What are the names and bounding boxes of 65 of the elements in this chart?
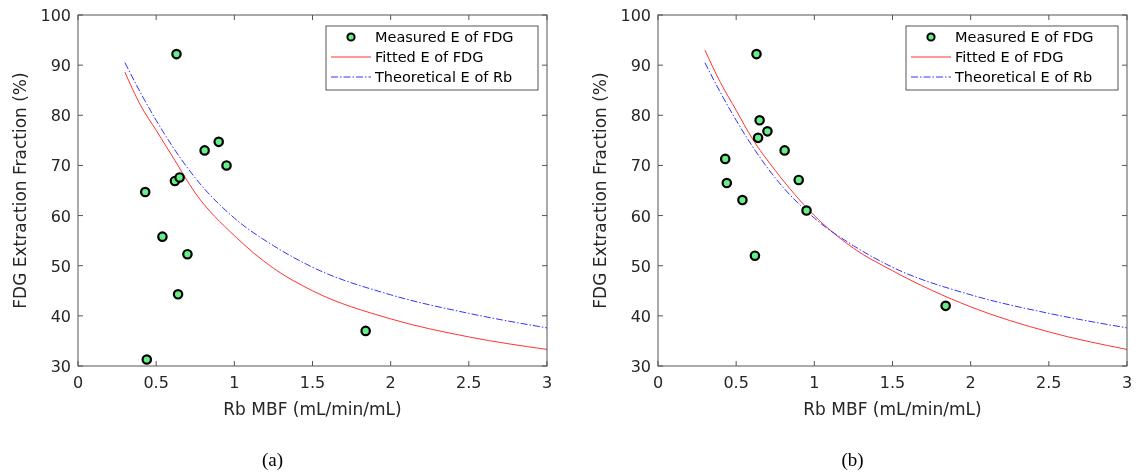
point bbox=[749, 250, 761, 261]
point bbox=[221, 160, 232, 171]
y-tick-label: 50 bbox=[50, 256, 71, 276]
y-tick-label: 50 bbox=[630, 256, 651, 276]
point bbox=[721, 177, 733, 189]
legend-label: Fitted E of FDG bbox=[955, 49, 1064, 65]
point bbox=[182, 248, 193, 260]
point bbox=[801, 205, 812, 216]
x-tick-label: 2 bbox=[965, 373, 976, 392]
legend-label: Theoretical E of Rb bbox=[954, 69, 1093, 85]
point bbox=[752, 132, 764, 144]
y-axis-title: FDG Extraction Fraction (%) bbox=[10, 72, 30, 309]
y-tick-label: 90 bbox=[630, 56, 651, 76]
x-axis-title: Rb MBF (mL/min/mL) bbox=[223, 399, 402, 419]
point bbox=[793, 174, 804, 186]
x-tick-label: 1 bbox=[229, 373, 240, 392]
point bbox=[719, 153, 731, 165]
point bbox=[940, 300, 951, 312]
y-tick-label: 90 bbox=[50, 56, 71, 76]
y-tick-label: 80 bbox=[50, 106, 71, 126]
point bbox=[174, 172, 185, 183]
legend-label: Theoretical E of Rb bbox=[374, 69, 513, 85]
x-tick-label: 0.5 bbox=[143, 373, 169, 392]
x-tick-label: 2 bbox=[385, 373, 396, 392]
point bbox=[171, 48, 182, 60]
x-axis-title: Rb MBF (mL/min/mL) bbox=[803, 399, 982, 419]
point bbox=[141, 354, 153, 365]
x-tick-label: 2.5 bbox=[456, 373, 482, 392]
y-tick-label: 40 bbox=[50, 306, 71, 326]
text: (b) bbox=[841, 449, 864, 471]
point bbox=[199, 145, 210, 156]
x-tick-label: 0.5 bbox=[723, 373, 749, 392]
point bbox=[213, 136, 224, 148]
point bbox=[139, 186, 151, 198]
legend-label: Measured E of FDG bbox=[955, 29, 1094, 45]
x-tick-label: 3 bbox=[541, 373, 553, 392]
point bbox=[779, 145, 790, 156]
x-tick-label: 1 bbox=[809, 373, 820, 392]
point bbox=[762, 126, 773, 137]
x-tick-label: 0 bbox=[652, 373, 664, 392]
x-tick-label: 0 bbox=[72, 373, 84, 392]
y-tick-label: 30 bbox=[50, 357, 71, 376]
y-tick-label: 60 bbox=[50, 206, 71, 226]
point bbox=[360, 325, 371, 337]
y-axis-title: FDG Extraction Fraction (%) bbox=[590, 72, 610, 309]
x-tick-label: 1.5 bbox=[879, 373, 906, 392]
legend-label: Measured E of FDG bbox=[375, 29, 514, 45]
y-tick-label: 100 bbox=[620, 6, 651, 25]
y-tick-label: 100 bbox=[40, 6, 71, 25]
y-tick-label: 30 bbox=[630, 357, 651, 376]
y-tick-label: 60 bbox=[630, 206, 651, 226]
legend-label: Fitted E of FDG bbox=[375, 49, 484, 65]
point bbox=[157, 231, 168, 242]
y-tick-label: 80 bbox=[630, 106, 651, 126]
point bbox=[754, 115, 765, 126]
y-tick-label: 70 bbox=[630, 156, 651, 176]
point bbox=[737, 194, 748, 206]
point bbox=[172, 289, 184, 300]
x-tick-label: 2.5 bbox=[1036, 373, 1062, 392]
text: (a) bbox=[261, 449, 284, 471]
y-tick-label: 40 bbox=[630, 306, 651, 326]
x-tick-label: 3 bbox=[1121, 373, 1133, 392]
point bbox=[751, 48, 762, 60]
y-tick-label: 70 bbox=[50, 156, 71, 176]
x-tick-label: 1.5 bbox=[299, 373, 326, 392]
